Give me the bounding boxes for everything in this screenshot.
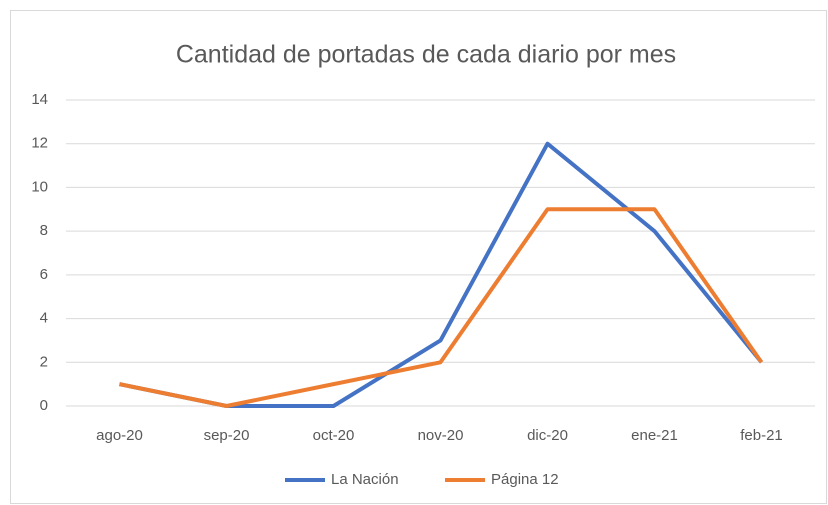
legend-label: La Nación <box>331 471 399 488</box>
y-tick-label: 14 <box>31 91 48 108</box>
x-tick-label: feb-21 <box>740 427 783 444</box>
y-tick-label: 0 <box>40 397 48 414</box>
x-tick-label: ago-20 <box>96 427 143 444</box>
y-tick-label: 8 <box>40 222 48 239</box>
y-tick-label: 4 <box>40 310 48 327</box>
y-tick-label: 12 <box>31 135 48 152</box>
chart-border <box>10 10 827 504</box>
x-tick-label: oct-20 <box>313 427 355 444</box>
y-tick-label: 6 <box>40 266 48 283</box>
chart-title: Cantidad de portadas de cada diario por … <box>176 41 676 69</box>
x-tick-label: dic-20 <box>527 427 568 444</box>
series-line <box>119 207 764 408</box>
x-tick-label: sep-20 <box>204 427 250 444</box>
y-tick-label: 10 <box>31 178 48 195</box>
legend-label: Página 12 <box>491 471 559 488</box>
x-tick-label: ene-21 <box>631 427 678 444</box>
y-tick-label: 2 <box>40 353 48 370</box>
x-tick-label: nov-20 <box>418 427 464 444</box>
